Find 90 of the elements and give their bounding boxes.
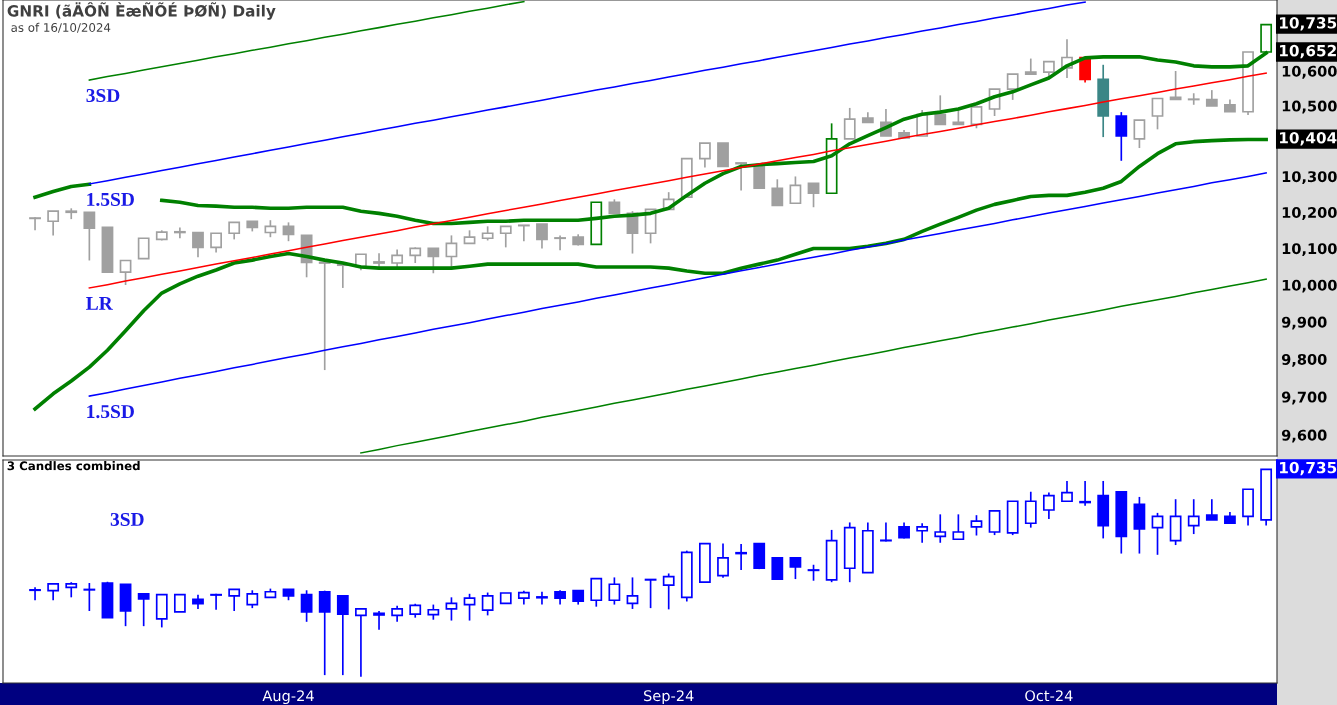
candlestick (192, 231, 204, 259)
candlestick (554, 234, 566, 252)
candlestick (499, 225, 512, 249)
candlestick (771, 178, 784, 207)
y-tick-label: 10,500 (1282, 100, 1337, 114)
candlestick (1024, 490, 1037, 529)
series-label: LR (86, 297, 113, 310)
candlestick (481, 591, 494, 617)
candlestick (137, 592, 150, 627)
line-series (88, 172, 1267, 397)
text: 10,735 (1280, 17, 1337, 31)
candlestick (173, 226, 186, 240)
candlestick (698, 142, 711, 169)
candlestick (137, 237, 150, 260)
series-label: 1.5SD (87, 192, 134, 207)
y-tick-label: 10,200 (1282, 206, 1337, 220)
candlestick (1133, 119, 1146, 149)
candlestick (644, 578, 657, 609)
candlestick (228, 588, 241, 612)
candlestick (970, 514, 983, 537)
candlestick (445, 234, 458, 268)
candlestick (83, 211, 96, 262)
candlestick (952, 513, 965, 541)
candlestick (1024, 57, 1037, 75)
y-tick-label: 9,900 (1281, 316, 1327, 330)
candlestick (1006, 73, 1019, 101)
series-label: 1.5SD (87, 405, 134, 419)
chart-title: GNRI (ãÄÔÑ ÈæÑÕÉ ÞØÑ) Daily (7, 2, 276, 20)
candlestick (355, 608, 367, 678)
candlestick (318, 589, 331, 676)
candlestick (300, 589, 313, 623)
candlestick (608, 576, 621, 606)
y-tick-label: 10,000 (1282, 279, 1337, 293)
line-series (360, 278, 1267, 454)
candlestick (536, 223, 548, 250)
text: 10,652 (1280, 44, 1336, 59)
annotation: 3SD (110, 512, 144, 526)
candlestick (517, 224, 530, 243)
candlestick (807, 182, 820, 209)
x-tick-label: Aug-24 (262, 690, 314, 705)
candlestick (789, 175, 802, 205)
candlestick (626, 576, 639, 610)
candlestick (427, 247, 440, 275)
candlestick (1187, 92, 1200, 106)
candlestick (880, 521, 892, 543)
text: 10,404 (1280, 131, 1337, 146)
candlestick (771, 557, 784, 580)
candlestick (119, 259, 132, 286)
chart-title: 3 Candles combined (7, 461, 140, 471)
candlestick (29, 216, 41, 232)
candlestick (717, 542, 729, 579)
text: 10,735 (1280, 461, 1337, 476)
y-tick-label: 9,700 (1281, 391, 1327, 405)
candlestick (717, 142, 729, 168)
candlestick (210, 232, 222, 254)
candlestick (590, 577, 603, 608)
candlestick (336, 595, 349, 676)
candlestick (1205, 498, 1218, 521)
x-tick-label: Oct-24 (1025, 690, 1073, 702)
candlestick (83, 582, 96, 612)
x-tick-label: Sep-24 (644, 690, 694, 705)
candlestick (934, 513, 947, 544)
y-tick-label: 10,300 (1282, 171, 1337, 185)
y-tick-label: 10,600 (1282, 65, 1337, 79)
candlestick (988, 509, 1001, 536)
candlestick (1115, 111, 1128, 162)
candlestick (1151, 97, 1164, 131)
candlestick (210, 592, 222, 611)
candlestick (47, 210, 60, 237)
candlestick (318, 261, 331, 371)
y-tick-label: 9,800 (1281, 353, 1327, 367)
candlestick (445, 596, 458, 622)
candlestick (916, 522, 929, 544)
y-tick-label: 9,600 (1281, 429, 1327, 443)
candlestick (29, 586, 41, 602)
candlestick (536, 590, 548, 606)
candlestick (463, 592, 476, 622)
candlestick (1187, 498, 1200, 535)
candlestick (843, 107, 856, 140)
y-tick-label: 10,100 (1282, 243, 1337, 257)
candlestick (789, 557, 802, 580)
series-label: 3SD (86, 88, 120, 103)
candlestick (373, 610, 385, 631)
line-series (88, 72, 1267, 289)
candlestick (1061, 480, 1073, 503)
candlestick (1042, 491, 1055, 520)
candlestick (735, 161, 748, 192)
candlestick (662, 572, 675, 611)
candlestick (934, 94, 947, 126)
text: as of 16/10/2024 (11, 22, 111, 33)
